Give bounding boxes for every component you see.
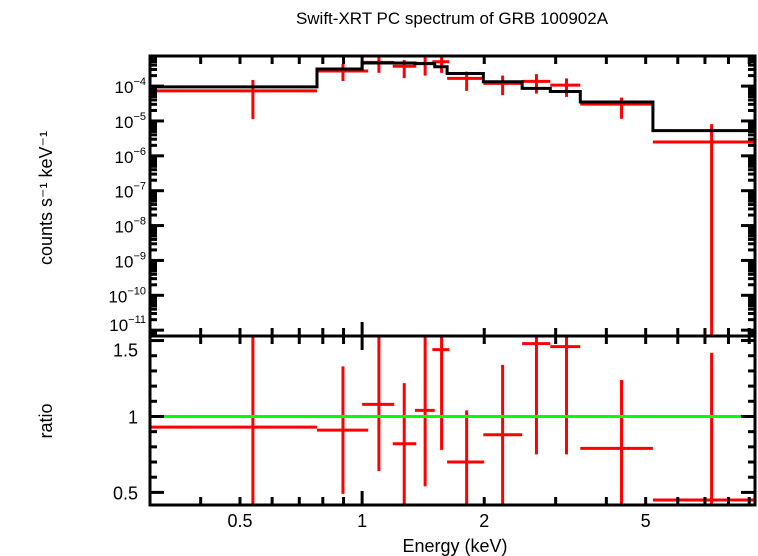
- model-line: [150, 61, 755, 133]
- x-tick-label: 1: [357, 511, 367, 531]
- x-tick-label: 2: [479, 511, 489, 531]
- ratio-point: [483, 364, 523, 505]
- y-tick-label: 10−10: [108, 285, 146, 306]
- x-tick-label: 0.5: [227, 511, 252, 531]
- y-tick-label: 10−6: [115, 146, 146, 167]
- ratio-point: [362, 336, 395, 472]
- y-tick-label: 0.5: [113, 483, 138, 503]
- spectrum-panel: [150, 56, 755, 336]
- data-point: [316, 64, 369, 82]
- y-tick-label: 1: [128, 407, 138, 427]
- data-point: [550, 78, 581, 97]
- ratio-point: [580, 380, 653, 505]
- data-point: [414, 57, 435, 76]
- x-tick-label: 5: [641, 511, 651, 531]
- ratio-panel: [150, 336, 755, 505]
- y-axis-label-ratio: ratio: [36, 403, 56, 438]
- ratio-point: [550, 336, 581, 455]
- ratio-point: [652, 352, 755, 505]
- ratio-point: [447, 410, 485, 505]
- data-point: [432, 56, 450, 73]
- y-tick-label: 10−11: [109, 314, 146, 335]
- ratio-point: [522, 336, 551, 455]
- ratio-point: [150, 336, 317, 505]
- data-point: [483, 75, 523, 96]
- spectrum-frame: [148, 54, 757, 338]
- data-point: [522, 74, 551, 94]
- y-tick-label: 10−5: [115, 111, 146, 132]
- y-tick-label: 10−8: [115, 216, 146, 237]
- y-tick-label: 1.5: [113, 341, 138, 361]
- data-point: [652, 124, 755, 336]
- ratio-point: [316, 366, 369, 494]
- y-tick-label: 10−4: [115, 76, 146, 97]
- ratio-point: [414, 336, 435, 487]
- y-axis-label-spectrum: counts s⁻¹ keV⁻¹: [36, 131, 56, 265]
- y-tick-label: 10−7: [115, 181, 146, 202]
- chart-title: Swift-XRT PC spectrum of GRB 100902A: [296, 9, 609, 28]
- y-tick-label: 10−9: [115, 250, 146, 271]
- x-axis-label: Energy (keV): [402, 536, 507, 556]
- ratio-frame: [148, 334, 757, 507]
- ratio-point: [392, 383, 417, 505]
- ratio-point: [432, 336, 450, 450]
